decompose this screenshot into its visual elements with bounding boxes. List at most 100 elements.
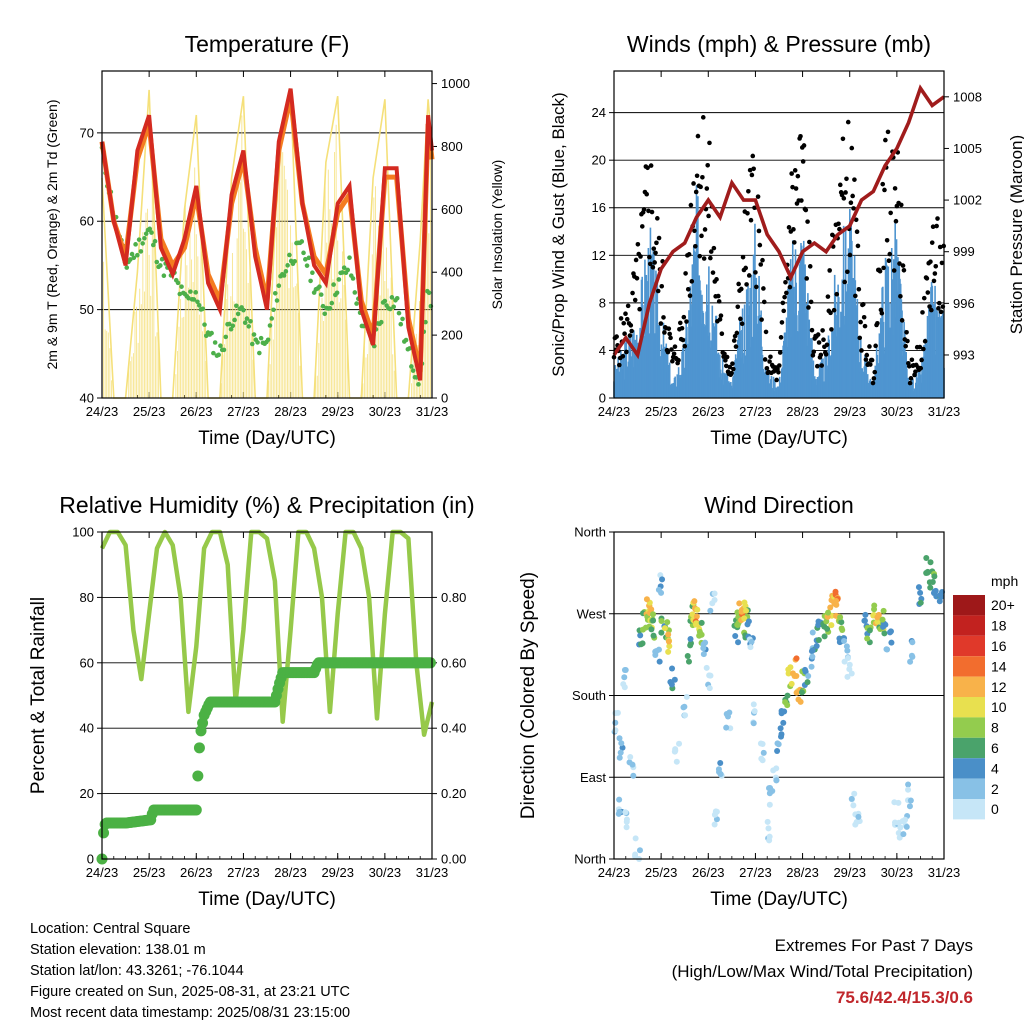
gust-point bbox=[885, 129, 891, 135]
y-tick-label: 20 bbox=[80, 786, 94, 801]
gust-point bbox=[723, 363, 729, 369]
gust-point bbox=[901, 268, 907, 273]
y-tick-label: West bbox=[577, 606, 607, 621]
gust-point bbox=[836, 221, 841, 227]
gust-point bbox=[922, 338, 928, 344]
gust-point bbox=[921, 346, 926, 352]
gust-point bbox=[820, 328, 825, 333]
direction-point bbox=[809, 629, 816, 636]
direction-point bbox=[887, 629, 894, 636]
direction-point bbox=[936, 592, 943, 599]
direction-point bbox=[824, 625, 831, 632]
gust-point bbox=[701, 256, 707, 261]
dewpoint-point bbox=[147, 226, 153, 232]
gust-point bbox=[716, 293, 721, 299]
gust-point bbox=[840, 136, 846, 142]
direction-point bbox=[766, 785, 773, 792]
gust-point bbox=[929, 240, 935, 245]
direction-point bbox=[917, 599, 924, 606]
direction-point bbox=[665, 648, 672, 655]
y-tick-label: 40 bbox=[80, 391, 94, 406]
dewpoint-point bbox=[234, 303, 239, 309]
dewpoint-point bbox=[138, 249, 144, 254]
direction-point bbox=[907, 658, 914, 665]
dewpoint-point bbox=[398, 321, 404, 327]
direction-point bbox=[907, 797, 914, 804]
dewpoint-point bbox=[241, 307, 246, 313]
dewpoint-point bbox=[142, 236, 147, 241]
series-pressure-line bbox=[612, 84, 946, 360]
gust-point bbox=[899, 318, 905, 323]
gust-point bbox=[783, 279, 788, 285]
colorbar-swatch bbox=[953, 595, 985, 616]
colorbar-swatch bbox=[953, 697, 985, 718]
gust-point bbox=[816, 340, 822, 345]
y-tick-label: 50 bbox=[80, 302, 94, 317]
extremes-values: 75.6/42.4/15.3/0.6 bbox=[835, 988, 973, 1007]
direction-point bbox=[747, 644, 754, 651]
gust-point bbox=[843, 190, 848, 195]
dewpoint-point bbox=[257, 350, 262, 356]
gust-point bbox=[624, 349, 629, 355]
gust-point bbox=[644, 191, 650, 197]
gust-point bbox=[761, 286, 766, 291]
direction-point bbox=[700, 651, 707, 658]
gust-point bbox=[637, 306, 642, 312]
gust-point bbox=[719, 331, 725, 336]
x-tick-label: 31/23 bbox=[928, 865, 961, 880]
direction-point bbox=[785, 666, 792, 673]
direction-point bbox=[653, 648, 660, 655]
direction-point bbox=[874, 618, 881, 625]
direction-point bbox=[612, 719, 619, 726]
dewpoint-point bbox=[341, 265, 347, 271]
direction-point bbox=[612, 727, 619, 734]
direction-point bbox=[713, 808, 720, 815]
dewpoint-point bbox=[159, 256, 165, 262]
gust-point bbox=[747, 167, 753, 173]
colorbar-label: 2 bbox=[991, 781, 999, 797]
y2-tick-label: 1008 bbox=[953, 89, 982, 104]
direction-point bbox=[929, 579, 936, 586]
gust-point bbox=[730, 361, 735, 366]
gust-point bbox=[819, 363, 825, 368]
gust-point bbox=[722, 351, 727, 357]
gust-point bbox=[929, 307, 934, 313]
gust-point bbox=[928, 259, 933, 265]
direction-point bbox=[821, 633, 828, 640]
x-tick-label: 29/23 bbox=[321, 404, 354, 419]
plot-border bbox=[613, 70, 945, 399]
x-tick-label: 31/23 bbox=[928, 404, 961, 419]
x-tick-label: 24/23 bbox=[86, 404, 119, 419]
y-tick-label: 24 bbox=[592, 105, 606, 120]
direction-point bbox=[667, 679, 674, 686]
dewpoint-point bbox=[410, 368, 416, 373]
precip-point bbox=[192, 770, 204, 782]
gust-point bbox=[748, 217, 754, 223]
gust-point bbox=[684, 319, 689, 324]
direction-point bbox=[931, 573, 938, 580]
y-tick-label: South bbox=[572, 688, 606, 703]
colorbar-label: 6 bbox=[991, 740, 999, 756]
dewpoint-point bbox=[230, 323, 236, 329]
y2-tick-label: 0.60 bbox=[441, 655, 466, 670]
direction-point bbox=[851, 790, 858, 797]
dewpoint-point bbox=[200, 306, 206, 312]
gust-point bbox=[745, 210, 750, 216]
direction-point bbox=[862, 611, 869, 618]
gust-point bbox=[792, 168, 798, 173]
gust-point bbox=[778, 335, 784, 340]
direction-point bbox=[880, 623, 887, 630]
x-tick-label: 30/23 bbox=[881, 865, 914, 880]
dewpoint-point bbox=[407, 346, 412, 351]
gust-point bbox=[936, 300, 942, 306]
gust-point bbox=[795, 173, 801, 179]
x-tick-label: 29/23 bbox=[833, 865, 866, 880]
dewpoint-point bbox=[154, 259, 160, 265]
direction-point bbox=[793, 655, 800, 662]
direction-point bbox=[866, 627, 873, 634]
gust-point bbox=[852, 177, 857, 182]
dewpoint-point bbox=[127, 257, 133, 262]
gust-point bbox=[839, 192, 845, 198]
gust-point bbox=[924, 276, 930, 281]
